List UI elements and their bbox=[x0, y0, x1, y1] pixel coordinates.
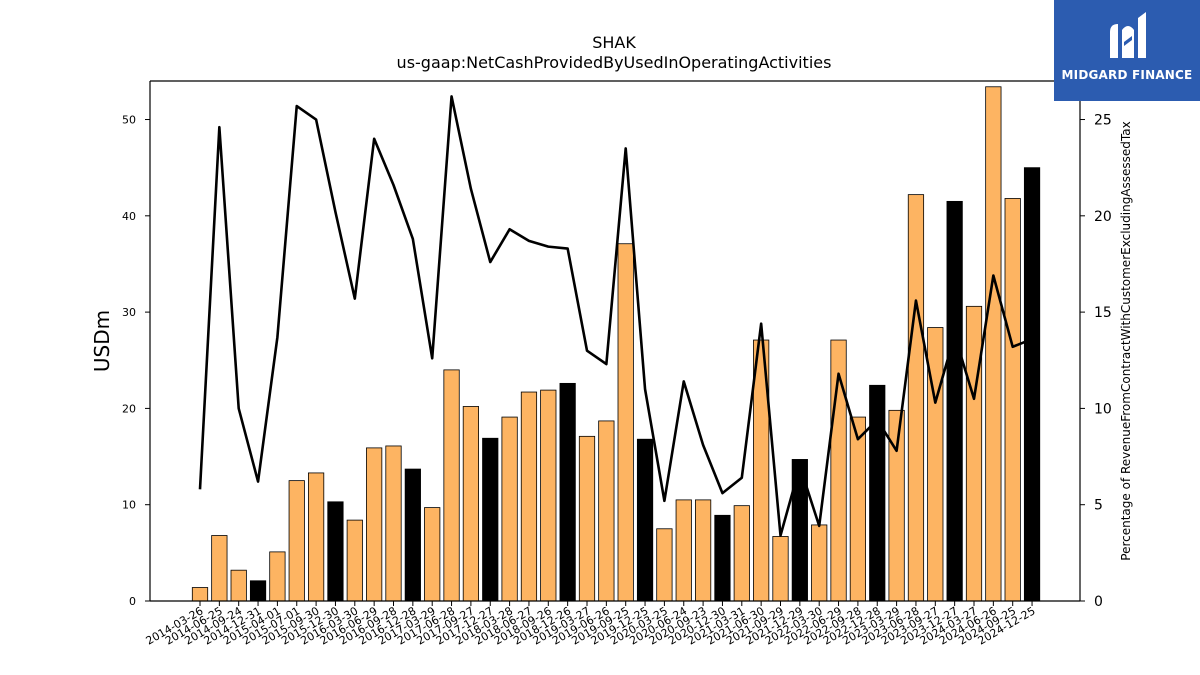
bar-2022-03-30 bbox=[811, 524, 828, 602]
logo-text: MIDGARD FINANCE bbox=[1061, 68, 1193, 82]
bar-2020-03-25 bbox=[656, 528, 673, 602]
bar-2018-03-28 bbox=[501, 416, 518, 602]
midgard-logo-icon bbox=[1110, 12, 1146, 58]
bar-2024-03-27 bbox=[965, 305, 983, 602]
bar-2014-09-24 bbox=[230, 569, 247, 602]
bar-2021-09-29 bbox=[772, 536, 789, 602]
bar-2017-09-27 bbox=[462, 406, 480, 602]
bar-2023-03-29 bbox=[888, 409, 905, 602]
bar-2023-12-27 bbox=[946, 200, 963, 602]
y-left-tick-label: 0 bbox=[129, 595, 136, 608]
bar-2017-12-27 bbox=[482, 437, 499, 602]
y-left-tick-label: 40 bbox=[122, 210, 136, 223]
bar-2019-06-26 bbox=[598, 420, 615, 602]
bar-2020-09-23 bbox=[695, 499, 712, 602]
bar-2014-03-26 bbox=[191, 587, 209, 602]
bar-2022-12-28 bbox=[869, 384, 886, 602]
y-right-tick-label: 0 bbox=[1094, 594, 1103, 610]
bar-2024-06-26 bbox=[985, 86, 1002, 602]
bar-2017-03-29 bbox=[424, 507, 441, 602]
midgard-finance-logo: MIDGARD FINANCE bbox=[1054, 0, 1200, 101]
x-axis-ticks: 2014-03-262014-06-252014-09-242014-12-31… bbox=[144, 601, 1038, 648]
bar-series bbox=[191, 86, 1041, 602]
bar-2018-06-27 bbox=[520, 391, 538, 602]
bar-2015-04-01 bbox=[269, 551, 286, 602]
bar-2024-09-25 bbox=[1004, 198, 1021, 602]
bar-2015-09-30 bbox=[307, 472, 325, 602]
y-axis-left-ticks: 0 10 20 30 40 50 bbox=[122, 114, 150, 608]
bar-2015-12-30 bbox=[327, 501, 344, 602]
y-right-tick-label: 10 bbox=[1094, 401, 1112, 417]
y-right-tick-label: 15 bbox=[1094, 305, 1112, 321]
bar-2022-09-28 bbox=[849, 416, 867, 602]
bar-2018-12-26 bbox=[559, 382, 576, 602]
y-left-tick-label: 10 bbox=[122, 499, 136, 512]
y-axis-right-label: Percentage of RevenueFromContractWithCus… bbox=[1119, 121, 1133, 560]
bar-2018-09-26 bbox=[540, 389, 557, 602]
bar-2014-06-25 bbox=[211, 535, 228, 602]
y-right-tick-label: 25 bbox=[1094, 113, 1112, 129]
bar-2019-09-25 bbox=[617, 243, 634, 602]
chart-title: SHAK bbox=[592, 33, 636, 52]
bar-2020-06-24 bbox=[675, 499, 692, 602]
bar-2016-06-29 bbox=[366, 447, 383, 602]
bar-2023-06-28 bbox=[907, 194, 925, 602]
y-axis-left-label: USDm bbox=[90, 310, 114, 372]
bar-2019-03-27 bbox=[578, 435, 596, 602]
bar-2019-12-25 bbox=[636, 438, 654, 602]
axes bbox=[149, 80, 1081, 602]
bar-2017-06-28 bbox=[443, 369, 460, 602]
bar-2021-03-31 bbox=[733, 505, 750, 602]
bar-2014-12-31 bbox=[249, 580, 267, 602]
y-right-tick-label: 5 bbox=[1094, 498, 1103, 514]
bar-2016-09-28 bbox=[385, 445, 402, 602]
y-left-tick-label: 50 bbox=[122, 114, 136, 127]
y-left-tick-label: 20 bbox=[122, 402, 136, 415]
y-axis-right-ticks: 0 5 10 15 20 25 bbox=[1080, 113, 1112, 610]
bar-2024-12-25 bbox=[1023, 167, 1041, 602]
line-path bbox=[198, 95, 1033, 537]
y-left-tick-label: 30 bbox=[122, 306, 136, 319]
bar-2016-03-30 bbox=[346, 519, 363, 602]
chart-subtitle: us-gaap:NetCashProvidedByUsedInOperating… bbox=[397, 53, 832, 72]
line-series bbox=[198, 95, 1033, 537]
bar-2015-07-01 bbox=[288, 480, 305, 602]
y-right-tick-label: 20 bbox=[1094, 209, 1112, 225]
bar-2016-12-28 bbox=[404, 468, 421, 602]
bar-2020-12-30 bbox=[714, 514, 731, 602]
